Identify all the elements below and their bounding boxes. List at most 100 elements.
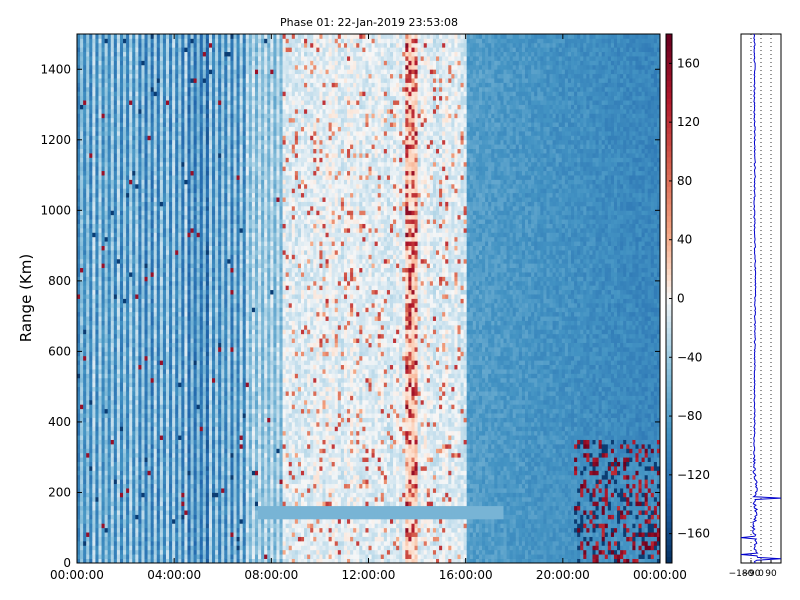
heatmap-cell [129,42,133,48]
heatmap-cell [104,320,109,326]
heatmap-cell [104,501,109,507]
heatmap-cell [129,294,133,299]
heatmap-cell [141,219,145,224]
heatmap-cell [126,496,130,502]
heatmap-cell [95,267,99,273]
heatmap-cell [107,373,112,379]
heatmap-cell [147,369,152,374]
heatmap-cell [77,42,81,48]
heatmap-cell [165,214,170,220]
heatmap-cell [101,448,106,454]
heatmap-cell [162,56,167,61]
heatmap-cell [138,78,142,83]
heatmap-cell [80,232,84,238]
heatmap-cell [129,250,133,255]
heatmap-cell [169,294,173,299]
heatmap-cell [92,302,96,308]
heatmap-cell [107,479,112,485]
heatmap-cell [129,439,133,445]
heatmap-cell [150,82,155,88]
heatmap-cell [107,342,112,348]
heatmap-cell [165,523,170,529]
heatmap-cell [98,360,102,366]
heatmap-cell [135,86,139,92]
heatmap-cell [138,205,142,211]
heatmap-cell [113,56,118,61]
heatmap-cell [110,289,115,295]
heatmap-cell [169,210,173,216]
heatmap-cell [135,558,139,564]
heatmap-cell [175,329,179,335]
heatmap-cell [92,461,96,467]
heatmap-cell [95,38,99,44]
heatmap-cell [187,518,191,524]
heatmap-cell [104,408,109,414]
heatmap-cell [83,34,87,39]
heatmap-cell [110,254,115,260]
heatmap-cell [190,272,194,277]
heatmap-cell [169,126,173,132]
heatmap-cell [169,329,173,335]
heatmap-cell [144,188,148,194]
heatmap-cell [144,435,148,440]
heatmap-cell [199,219,204,224]
heatmap-cell [83,170,87,176]
heatmap-cell [95,113,99,119]
heatmap-cell [202,488,207,493]
heatmap-cell [80,60,84,66]
heatmap-cell [181,157,185,163]
heatmap-cell [159,69,164,75]
heatmap-cell [113,267,118,273]
heatmap-cell [80,272,84,277]
heatmap-cell [147,540,152,546]
heatmap-cell [83,227,87,233]
heatmap-cell [77,466,81,471]
heatmap-cell [159,42,164,48]
heatmap-cell [156,479,161,485]
heatmap-cell [193,197,198,202]
heatmap-cell [156,536,161,542]
heatmap-cell [116,369,121,374]
heatmap-cell [150,307,155,313]
heatmap-cell [116,56,121,61]
heatmap-cell [190,369,194,374]
heatmap-cell [101,47,106,53]
heatmap-cell [104,545,109,551]
heatmap-cell [129,183,133,189]
heatmap-cell [187,250,191,255]
heatmap-cell [153,38,158,44]
heatmap-cell [199,448,204,454]
heatmap-cell [153,470,158,476]
heatmap-cell [95,320,99,326]
heatmap-cell [126,316,130,321]
heatmap-cell [178,342,182,348]
heatmap-cell [162,461,167,467]
heatmap-cell [202,338,207,343]
heatmap-cell [199,175,204,180]
heatmap-cell [98,272,102,277]
heatmap-cell [150,223,155,229]
heatmap-cell [159,320,164,326]
heatmap-cell [169,289,173,295]
heatmap-cell [77,461,81,467]
heatmap-cell [147,501,152,507]
heatmap-cell [123,201,127,207]
heatmap-cell [175,161,179,167]
heatmap-cell [162,157,167,163]
heatmap-cell [110,42,115,48]
heatmap-cell [190,386,194,392]
heatmap-cell [83,117,87,123]
heatmap-cell [80,294,84,299]
heatmap-cell [202,549,207,555]
heatmap-cell [150,466,155,471]
heatmap-cell [92,170,96,176]
heatmap-cell [162,42,167,48]
heatmap-cell [144,135,148,141]
heatmap-cell [95,466,99,471]
heatmap-cell [138,135,142,141]
heatmap-cell [80,113,84,119]
heatmap-cell [135,421,139,427]
heatmap-cell [165,86,170,92]
heatmap-cell [107,452,112,458]
heatmap-cell [172,351,176,357]
